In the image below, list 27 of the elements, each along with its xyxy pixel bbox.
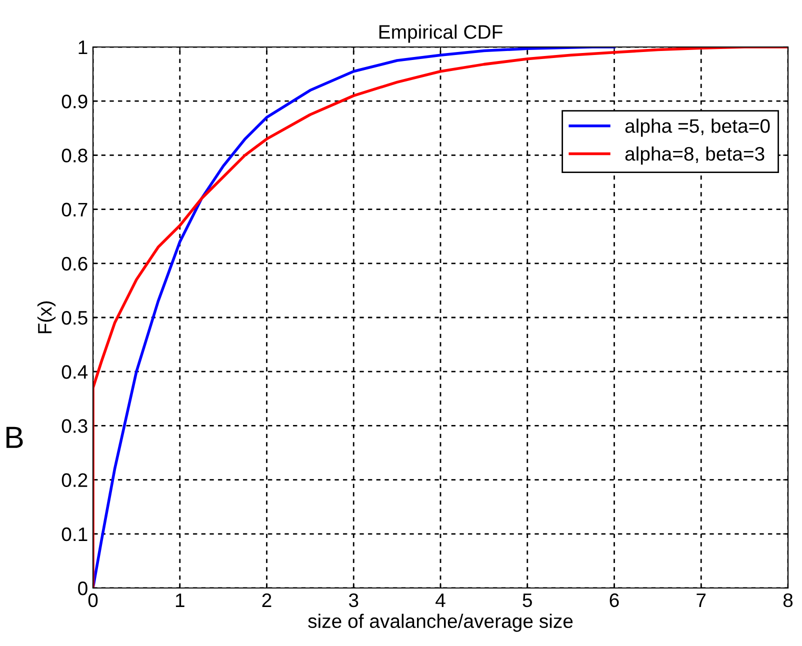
y-tick-label: 0.8: [62, 148, 88, 162]
x-tick-label: 8: [783, 593, 793, 608]
y-tick-label: 0.5: [62, 310, 88, 325]
x-tick-label: 1: [176, 594, 184, 607]
x-tick-label: 3: [348, 593, 358, 608]
x-tick-label: 7: [696, 594, 706, 607]
y-tick-label: 0.3: [62, 419, 88, 433]
x-tick-label: 4: [436, 594, 446, 607]
legend-label: alpha=8, beta=3: [625, 146, 764, 165]
y-tick-label: 0.2: [62, 473, 88, 488]
y-tick-label: 0.9: [62, 94, 88, 108]
x-tick-label: 6: [610, 593, 619, 608]
x-tick-label: 0: [88, 593, 98, 608]
y-axis-title: F(x): [37, 301, 56, 334]
y-tick-label: 0: [78, 581, 88, 596]
legend-label: alpha =5, beta=0: [625, 118, 770, 137]
y-tick-label: 0.4: [62, 365, 88, 379]
line-series: [93, 47, 788, 588]
y-tick-label: 1: [78, 40, 88, 54]
x-tick-label: 5: [522, 594, 532, 608]
x-tick-label: 2: [262, 593, 272, 607]
text: B: [6, 426, 23, 448]
x-axis-title: size of avalanche/average size: [308, 614, 573, 632]
chart-title: Empirical CDF: [379, 24, 502, 43]
y-tick-label: 0.7: [62, 202, 88, 217]
y-tick-label: 0.1: [62, 527, 88, 542]
y-tick-label: 0.6: [62, 256, 88, 271]
